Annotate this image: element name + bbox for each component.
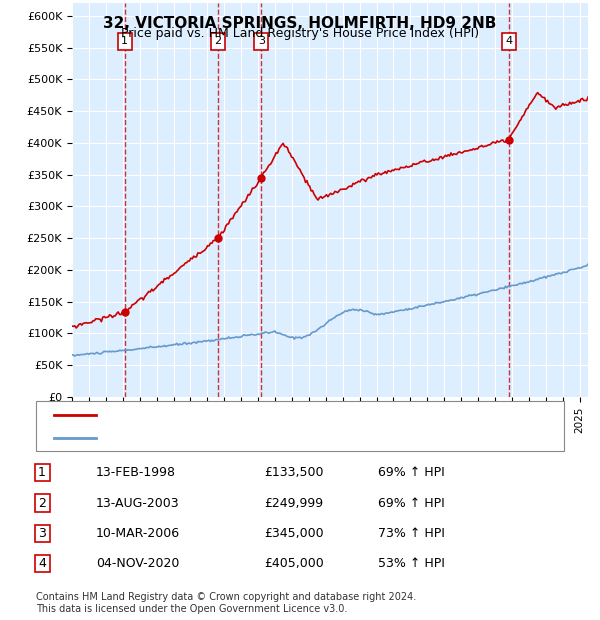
Text: 69% ↑ HPI: 69% ↑ HPI: [378, 497, 445, 510]
Text: 32, VICTORIA SPRINGS, HOLMFIRTH, HD9 2NB (detached house): 32, VICTORIA SPRINGS, HOLMFIRTH, HD9 2NB…: [102, 410, 460, 420]
Text: 4: 4: [506, 36, 513, 46]
Text: Price paid vs. HM Land Registry's House Price Index (HPI): Price paid vs. HM Land Registry's House …: [121, 27, 479, 40]
Text: 1: 1: [38, 466, 46, 479]
Text: Contains HM Land Registry data © Crown copyright and database right 2024.
This d: Contains HM Land Registry data © Crown c…: [36, 592, 416, 614]
Text: 13-FEB-1998: 13-FEB-1998: [96, 466, 176, 479]
Text: 73% ↑ HPI: 73% ↑ HPI: [378, 527, 445, 540]
Text: HPI: Average price, detached house, Kirklees: HPI: Average price, detached house, Kirk…: [102, 433, 353, 443]
Text: 3: 3: [258, 36, 265, 46]
Text: 04-NOV-2020: 04-NOV-2020: [96, 557, 179, 570]
Text: 32, VICTORIA SPRINGS, HOLMFIRTH, HD9 2NB: 32, VICTORIA SPRINGS, HOLMFIRTH, HD9 2NB: [103, 16, 497, 30]
Text: £405,000: £405,000: [264, 557, 324, 570]
Text: 13-AUG-2003: 13-AUG-2003: [96, 497, 179, 510]
Text: 53% ↑ HPI: 53% ↑ HPI: [378, 557, 445, 570]
Text: £133,500: £133,500: [264, 466, 323, 479]
Text: 2: 2: [38, 497, 46, 510]
Text: 1: 1: [121, 36, 128, 46]
Text: 4: 4: [38, 557, 46, 570]
Text: 3: 3: [38, 527, 46, 540]
Text: £249,999: £249,999: [264, 497, 323, 510]
Text: £345,000: £345,000: [264, 527, 323, 540]
Text: 2: 2: [214, 36, 221, 46]
Text: 69% ↑ HPI: 69% ↑ HPI: [378, 466, 445, 479]
Text: 10-MAR-2006: 10-MAR-2006: [96, 527, 180, 540]
